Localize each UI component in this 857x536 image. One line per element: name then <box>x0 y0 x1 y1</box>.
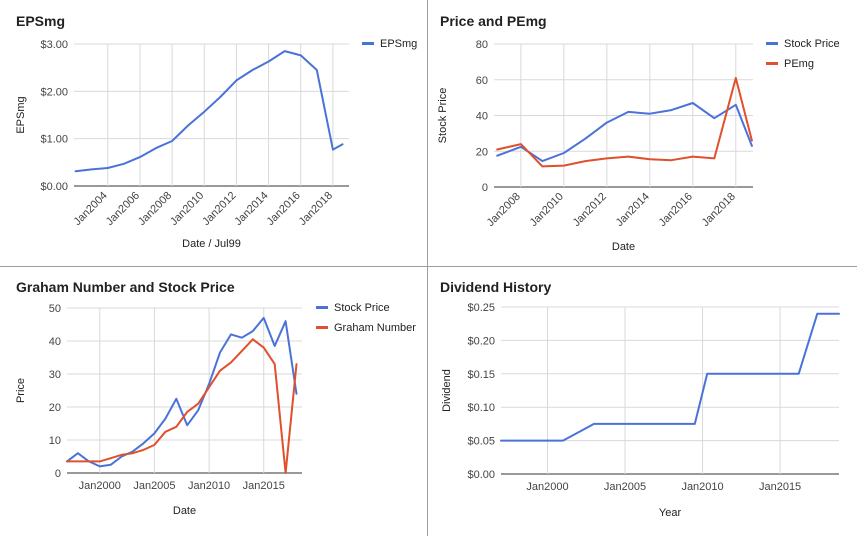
legend-label: EPSmg <box>380 38 417 50</box>
chart-epsmg: EPSmg$0.00$1.00$2.00$3.00Jan2004Jan2006J… <box>15 13 417 250</box>
y-tick-label: 80 <box>476 39 488 51</box>
y-tick-label: $3.00 <box>40 39 68 51</box>
series-line-epsmg <box>74 50 344 173</box>
y-tick-label: $0.15 <box>467 369 495 381</box>
series-line-stock-price <box>66 316 298 468</box>
legend-label: Graham Number <box>334 322 416 334</box>
y-tick-label: $2.00 <box>40 86 68 98</box>
y-tick-label: 30 <box>49 369 61 381</box>
x-axis-label: Date <box>612 241 635 253</box>
chart-title: Dividend History <box>440 279 551 295</box>
x-tick-label: Jan2008 <box>485 191 523 229</box>
x-axis-label: Date / Jul99 <box>182 238 241 250</box>
panel-price-pemg: Price and PEmg 0 20 40 60 80 Jan2008 Jan2010 Jan… <box>428 0 857 267</box>
series-line-pemg <box>496 77 753 168</box>
y-tick-label: 40 <box>49 336 61 348</box>
y-tick-label: $0.10 <box>467 402 495 414</box>
y-tick-label: $0.05 <box>467 436 495 448</box>
x-tick-label: Jan2000 <box>79 480 121 492</box>
x-tick-label: Jan2005 <box>604 481 646 493</box>
x-tick-label: Jan2004 <box>72 190 110 228</box>
y-tick-label: 40 <box>476 111 488 123</box>
chart-graham: Graham Number and Stock Price 0 10 20 30 40 50… <box>15 279 416 517</box>
x-axis-label: Year <box>659 507 682 519</box>
legend-swatch <box>766 62 778 65</box>
legend-label: Stock Price <box>784 38 840 50</box>
x-tick-label: Jan2012 <box>571 191 609 229</box>
x-tick-label: Jan2010 <box>188 480 230 492</box>
y-tick-label: 0 <box>482 182 488 194</box>
x-tick-label: Jan2014 <box>232 190 270 228</box>
y-axis-label: Price <box>15 378 27 403</box>
panel-dividend: Dividend History $0.00 $0.05 $0.10 $0.15 $0.2… <box>428 268 857 536</box>
series-line-dividend <box>500 312 840 442</box>
legend-label: Stock Price <box>334 302 390 314</box>
divider-horizontal <box>0 266 857 267</box>
x-tick-label: Jan2018 <box>297 190 335 228</box>
x-tick-label: Jan2012 <box>200 190 238 228</box>
x-tick-label: Jan2008 <box>136 190 174 228</box>
divider-vertical <box>427 0 428 536</box>
x-tick-label: Jan2015 <box>243 480 285 492</box>
chart-dividend: Dividend History $0.00 $0.05 $0.10 $0.15 $0.2… <box>440 279 840 519</box>
y-tick-label: 0 <box>55 468 61 480</box>
x-tick-label: Jan2015 <box>759 481 801 493</box>
y-tick-label: 20 <box>476 146 488 158</box>
x-tick-label: Jan2016 <box>657 191 695 229</box>
legend-swatch <box>316 326 328 329</box>
y-tick-label: 20 <box>49 402 61 414</box>
x-tick-label: Jan2016 <box>265 190 303 228</box>
chart-title: Price and PEmg <box>440 13 547 29</box>
y-axis-label: Dividend <box>441 369 453 412</box>
series-line-graham-number <box>66 338 298 474</box>
series-line-stock-price <box>496 102 753 163</box>
legend-label: PEmg <box>784 58 814 70</box>
y-tick-label: $0.25 <box>467 302 495 314</box>
x-tick-label: Jan2005 <box>133 480 175 492</box>
y-tick-label: $1.00 <box>40 134 68 146</box>
x-tick-label: Jan2010 <box>168 190 206 228</box>
chart-title: Graham Number and Stock Price <box>16 279 235 295</box>
y-tick-label: 50 <box>49 303 61 315</box>
legend-swatch <box>362 42 374 45</box>
legend-swatch <box>766 42 778 45</box>
chart-title: EPSmg <box>16 13 65 29</box>
y-tick-label: 10 <box>49 435 61 447</box>
y-tick-label: $0.20 <box>467 335 495 347</box>
legend-swatch <box>316 306 328 309</box>
y-tick-label: 60 <box>476 75 488 87</box>
y-axis-label: EPSmg <box>15 96 27 133</box>
x-axis-label: Date <box>173 505 196 517</box>
y-axis-label: Stock Price <box>437 88 449 144</box>
x-tick-label: Jan2006 <box>104 190 142 228</box>
y-tick-label: $0.00 <box>40 181 68 193</box>
y-tick-label: $0.00 <box>467 469 495 481</box>
x-tick-label: Jan2014 <box>614 191 652 229</box>
x-tick-label: Jan2010 <box>681 481 723 493</box>
x-tick-label: Jan2010 <box>528 191 566 229</box>
x-tick-label: Jan2000 <box>526 481 568 493</box>
panel-epsmg: EPSmg $0.00 $1.00 $2.00 $3.00 Jan2004 Jan2006 J… <box>0 0 427 267</box>
x-tick-label: Jan2018 <box>700 191 738 229</box>
panel-graham: Graham Number and Stock Price 0 10 20 30 40 50… <box>0 268 427 536</box>
